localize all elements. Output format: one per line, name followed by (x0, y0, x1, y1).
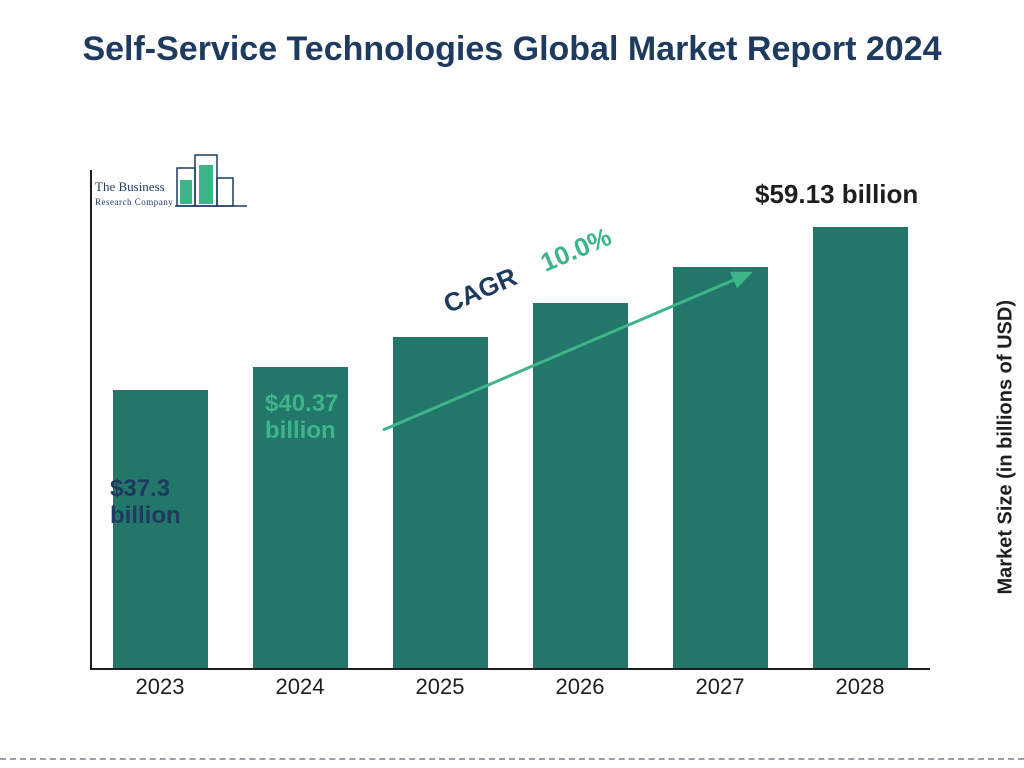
bar-rect (813, 227, 908, 668)
y-axis-label: Market Size (in billions of USD) (994, 300, 1017, 594)
bar-2026: 2026 (533, 303, 628, 668)
x-tick-label: 2027 (673, 674, 768, 700)
x-tick-label: 2023 (113, 674, 208, 700)
bars-group: 202320242025202620272028 (90, 170, 930, 668)
x-tick-label: 2026 (533, 674, 628, 700)
value-label-2023: $37.3 billion (110, 475, 230, 530)
value-label-2024: $40.37 billion (265, 390, 385, 445)
x-axis-line (90, 668, 930, 670)
x-tick-label: 2024 (253, 674, 348, 700)
bar-2027: 2027 (673, 267, 768, 668)
chart-container: Self-Service Technologies Global Market … (0, 0, 1024, 768)
x-tick-label: 2025 (393, 674, 488, 700)
bar-rect (673, 267, 768, 668)
bar-2028: 2028 (813, 227, 908, 668)
x-tick-label: 2028 (813, 674, 908, 700)
bar-rect (533, 303, 628, 668)
bar-rect (393, 337, 488, 668)
chart-title: Self-Service Technologies Global Market … (0, 28, 1024, 71)
value-label-2028: $59.13 billion (755, 180, 975, 210)
bottom-divider (0, 758, 1024, 760)
bar-2025: 2025 (393, 337, 488, 668)
bar-chart: 2023 2024 2025 2026 2027 2028 $37.3 billion $… (90, 170, 930, 700)
